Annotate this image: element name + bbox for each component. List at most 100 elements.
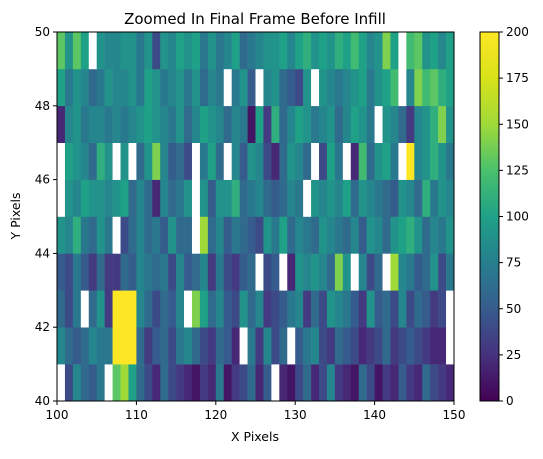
heatmap-cell	[374, 253, 383, 291]
heatmap-cell	[128, 32, 137, 70]
heatmap-cell	[144, 364, 153, 402]
heatmap-cell	[64, 216, 74, 254]
heatmap-cell	[334, 68, 344, 107]
heatmap-cell	[334, 32, 344, 70]
heatmap-cell	[184, 179, 193, 217]
heatmap-cell	[231, 68, 240, 107]
heatmap-cell	[168, 179, 177, 217]
heatmap-cell	[295, 179, 304, 217]
heatmap-cell	[342, 142, 352, 180]
heatmap-cell	[374, 216, 383, 254]
heatmap-cell	[334, 142, 344, 180]
heatmap-cell	[168, 216, 177, 254]
heatmap-cell	[311, 327, 320, 365]
heatmap-cell	[350, 327, 360, 365]
heatmap-cell	[263, 290, 272, 328]
heatmap-cell	[120, 68, 129, 107]
heatmap-cell	[382, 364, 391, 402]
heatmap-cell	[80, 327, 90, 365]
heatmap-cell	[303, 290, 312, 328]
heatmap-cell	[72, 290, 82, 328]
heatmap-cell	[279, 364, 288, 402]
heatmap-cell	[144, 253, 153, 291]
heatmap-cell	[430, 216, 439, 254]
heatmap-cell	[184, 290, 193, 328]
heatmap-cell	[390, 216, 399, 254]
colorbar	[479, 31, 500, 402]
heatmap-cell	[374, 105, 383, 143]
heatmap-cell	[414, 142, 423, 180]
heatmap-cell	[207, 290, 217, 328]
heatmap-cell	[57, 179, 66, 217]
heatmap-cell	[311, 142, 320, 180]
heatmap-cell	[136, 364, 145, 402]
heatmap-cell	[414, 105, 423, 143]
heatmap-cell	[223, 364, 232, 402]
heatmap-cell	[295, 142, 304, 180]
heatmap-cell	[358, 290, 367, 328]
heatmap-cell	[239, 253, 248, 291]
heatmap-cell	[446, 290, 455, 328]
heatmap-cell	[112, 364, 121, 402]
heatmap-cell	[311, 253, 320, 291]
heatmap-cell	[446, 179, 455, 217]
heatmap-cell	[287, 327, 296, 365]
heatmap-cell	[326, 290, 336, 328]
heatmap-cell	[231, 327, 240, 365]
heatmap-cell	[358, 364, 367, 402]
heatmap-cell	[96, 327, 105, 365]
heatmap-cell	[160, 179, 169, 217]
heatmap-cell	[382, 253, 391, 291]
heatmap-cell	[398, 327, 407, 365]
heatmap-cell	[287, 142, 296, 180]
heatmap-cell	[263, 105, 272, 143]
heatmap-cell	[247, 290, 256, 328]
x-tick-label: 150	[443, 408, 466, 422]
heatmap-cell	[438, 364, 447, 402]
heatmap-cell	[438, 32, 447, 70]
heatmap-cell	[144, 327, 153, 365]
heatmap-cell	[199, 290, 209, 328]
heatmap-cell	[287, 32, 296, 70]
heatmap-cell	[184, 68, 193, 107]
heatmap-cell	[191, 179, 201, 217]
heatmap-cell	[144, 290, 153, 328]
heatmap-cell	[152, 327, 161, 365]
heatmap-cell	[287, 105, 296, 143]
y-axis-ticks: 40 42 44 46 48 50	[35, 25, 57, 408]
heatmap-cell	[326, 327, 336, 365]
heatmap-cell	[80, 32, 90, 70]
heatmap-cell	[342, 68, 352, 107]
heatmap-cell	[64, 142, 74, 180]
heatmap-cell	[168, 105, 177, 143]
heatmap-cell	[184, 253, 193, 291]
heatmap-cell	[438, 253, 447, 291]
heatmap-cell	[295, 216, 304, 254]
colorbar-tick-label: 175	[506, 71, 529, 85]
heatmap-cell	[207, 105, 217, 143]
heatmap-cell	[303, 216, 312, 254]
heatmap-cell	[160, 142, 169, 180]
heatmap-cell	[438, 327, 447, 365]
heatmap-cell	[223, 179, 232, 217]
heatmap-cell	[326, 68, 336, 107]
heatmap-cell	[223, 290, 232, 328]
heatmap-cell	[446, 327, 455, 365]
heatmap-cell	[239, 216, 248, 254]
heatmap-cell	[287, 179, 296, 217]
heatmap-cell	[374, 364, 383, 402]
heatmap-cell	[406, 216, 415, 254]
heatmap-cell	[311, 68, 320, 107]
heatmap-cell	[112, 179, 121, 217]
heatmap-cell	[120, 290, 129, 328]
colorbar-tick-label: 25	[506, 348, 521, 362]
heatmap-cell	[176, 68, 185, 107]
heatmap-cell	[311, 290, 320, 328]
heatmap-cell	[319, 327, 328, 365]
heatmap-cell	[255, 179, 264, 217]
heatmap-cell	[271, 290, 280, 328]
heatmap-cell	[176, 105, 185, 143]
heatmap-cell	[279, 253, 288, 291]
heatmap-cell	[72, 327, 82, 365]
colorbar-tick-label: 125	[506, 163, 529, 177]
